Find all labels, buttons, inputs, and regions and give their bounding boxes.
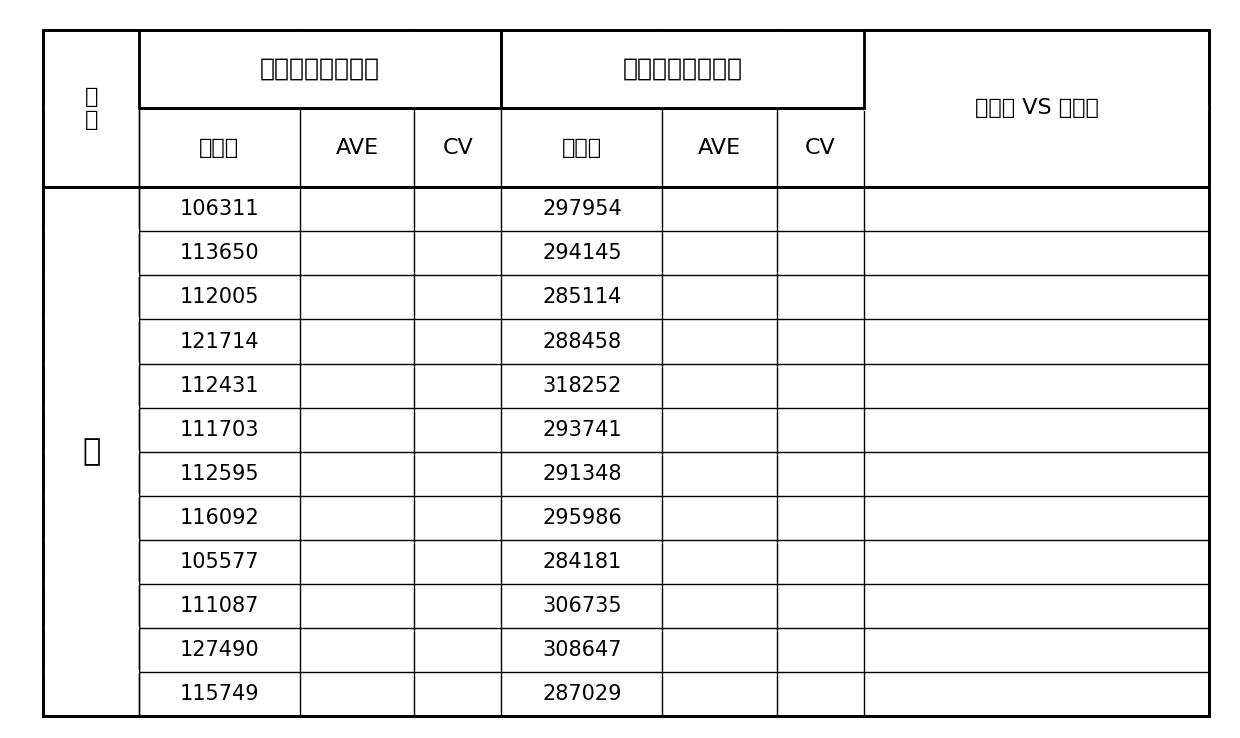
Text: 实验组 VS 对照组: 实验组 VS 对照组 [975, 98, 1099, 119]
Text: 磁
珠: 磁 珠 [84, 87, 98, 130]
Text: 105577: 105577 [180, 552, 259, 572]
Text: 对照组：雅培底物: 对照组：雅培底物 [260, 57, 381, 81]
Text: 293741: 293741 [542, 420, 621, 440]
Text: 113650: 113650 [180, 244, 259, 263]
Text: CV: CV [805, 138, 836, 158]
Text: 发光值: 发光值 [562, 138, 601, 158]
Text: 112431: 112431 [180, 376, 259, 396]
Text: 294145: 294145 [542, 244, 621, 263]
Text: 116092: 116092 [180, 508, 259, 528]
Text: 285114: 285114 [542, 288, 621, 308]
Bar [501, 30, 864, 108]
Text: 低: 低 [82, 437, 100, 466]
Text: AVE: AVE [335, 138, 378, 158]
Text: 发光值: 发光值 [200, 138, 239, 158]
Text: 112005: 112005 [180, 288, 259, 308]
Text: 306735: 306735 [542, 596, 621, 615]
Text: CV: CV [443, 138, 474, 158]
Text: 284181: 284181 [542, 552, 621, 572]
Text: 308647: 308647 [542, 640, 621, 660]
Text: 318252: 318252 [542, 376, 621, 396]
Text: 297954: 297954 [542, 199, 621, 219]
Text: 106311: 106311 [180, 199, 259, 219]
Text: 实验组：自配底物: 实验组：自配底物 [622, 57, 743, 81]
Text: AVE: AVE [698, 138, 742, 158]
Text: 115749: 115749 [180, 684, 259, 704]
Text: 111703: 111703 [180, 420, 259, 440]
Bar [139, 30, 501, 108]
Text: 287029: 287029 [542, 684, 621, 704]
Text: 288458: 288458 [542, 331, 621, 351]
Text: 121714: 121714 [180, 331, 259, 351]
Text: 112595: 112595 [180, 463, 259, 483]
Text: 291348: 291348 [542, 463, 621, 483]
Text: 295986: 295986 [542, 508, 621, 528]
Text: 111087: 111087 [180, 596, 259, 615]
Text: 127490: 127490 [180, 640, 259, 660]
